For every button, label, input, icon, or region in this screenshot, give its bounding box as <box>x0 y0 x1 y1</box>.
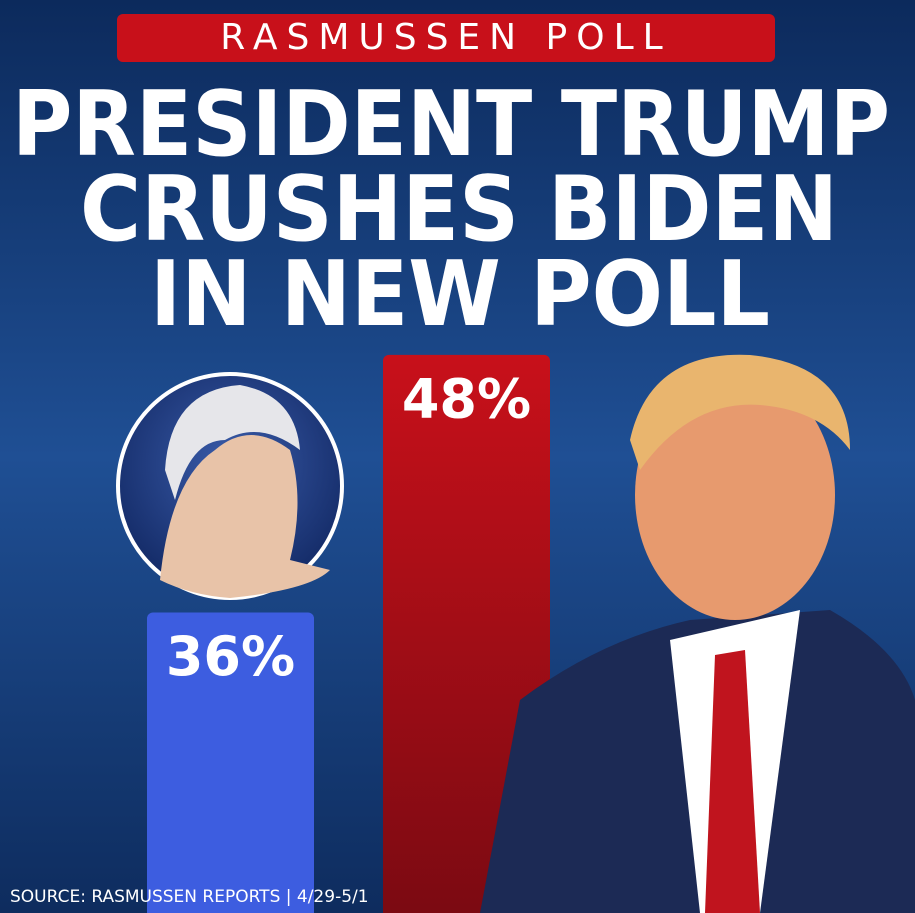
value-label: 36% <box>166 625 295 688</box>
banner-text: RASMUSSEN POLL <box>220 17 671 58</box>
title-line: PRESIDENT TRUMP <box>12 72 890 177</box>
biden-photo <box>116 372 344 600</box>
trump-photo <box>480 354 915 913</box>
title-line: CRUSHES BIDEN <box>80 157 838 262</box>
source: SOURCE: RASMUSSEN REPORTS | 4/29-5/1 <box>10 887 369 907</box>
value-label: 48% <box>402 368 531 431</box>
bar <box>147 612 314 913</box>
banner <box>117 14 775 62</box>
title-line: IN NEW POLL <box>150 242 770 347</box>
